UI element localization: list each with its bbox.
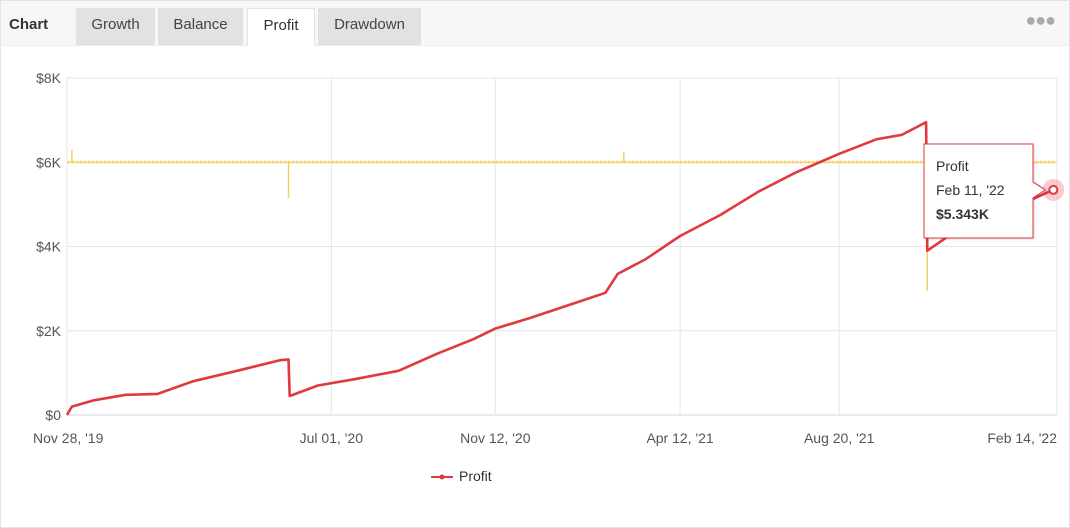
chart-legend[interactable]: Profit bbox=[431, 468, 492, 484]
x-tick-label: Feb 14, '22 bbox=[987, 430, 1057, 446]
tab-drawdown[interactable]: Drawdown bbox=[318, 8, 421, 45]
x-tick-label: Aug 20, '21 bbox=[804, 430, 875, 446]
x-axis: Nov 28, '19 Jul 01, '20 Nov 12, '20 Apr 12,… bbox=[33, 430, 1057, 446]
y-tick-label: $6K bbox=[36, 154, 62, 170]
y-tick-label: $8K bbox=[36, 70, 62, 86]
secondary-series bbox=[67, 149, 1057, 291]
y-tick-label: $4K bbox=[36, 239, 62, 255]
y-tick-label: $2K bbox=[36, 323, 62, 339]
profit-series bbox=[65, 120, 1065, 416]
profit-line bbox=[65, 120, 1054, 416]
hover-point bbox=[1048, 184, 1059, 195]
x-tick-label: Nov 28, '19 bbox=[33, 430, 104, 446]
y-axis: $0 $2K $4K $6K $8K bbox=[36, 70, 62, 423]
chart-tooltip: Profit Feb 11, '22 $5.343K bbox=[923, 143, 1047, 239]
tab-growth[interactable]: Growth bbox=[76, 8, 155, 45]
tab-bar: Chart Growth Balance Profit Drawdown ●●● bbox=[1, 1, 1069, 46]
tooltip-box bbox=[923, 143, 1047, 239]
x-tick-label: Jul 01, '20 bbox=[300, 430, 364, 446]
profit-chart: $0$2K$4K$6K$8K Nov 28, '19 Jul 01, '20 Nov… bbox=[33, 70, 1065, 484]
legend-label: Profit bbox=[459, 468, 492, 484]
tooltip-date: Feb 11, '22 bbox=[936, 182, 1005, 198]
tooltip-series-label: Profit bbox=[936, 158, 969, 174]
tooltip-value: $5.343K bbox=[936, 206, 989, 222]
x-tick-label: Nov 12, '20 bbox=[460, 430, 531, 446]
widget-title: Chart bbox=[9, 16, 49, 33]
legend-marker bbox=[439, 474, 445, 480]
chart-grid bbox=[66, 77, 1058, 416]
secondary-ticks bbox=[68, 160, 1054, 164]
x-tick-label: Apr 12, '21 bbox=[646, 430, 713, 446]
tab-balance[interactable]: Balance bbox=[158, 8, 243, 45]
y-tick-label: $0 bbox=[45, 407, 61, 423]
tab-profit[interactable]: Profit bbox=[247, 8, 315, 46]
more-dots-icon[interactable]: ●●● bbox=[1025, 10, 1056, 30]
